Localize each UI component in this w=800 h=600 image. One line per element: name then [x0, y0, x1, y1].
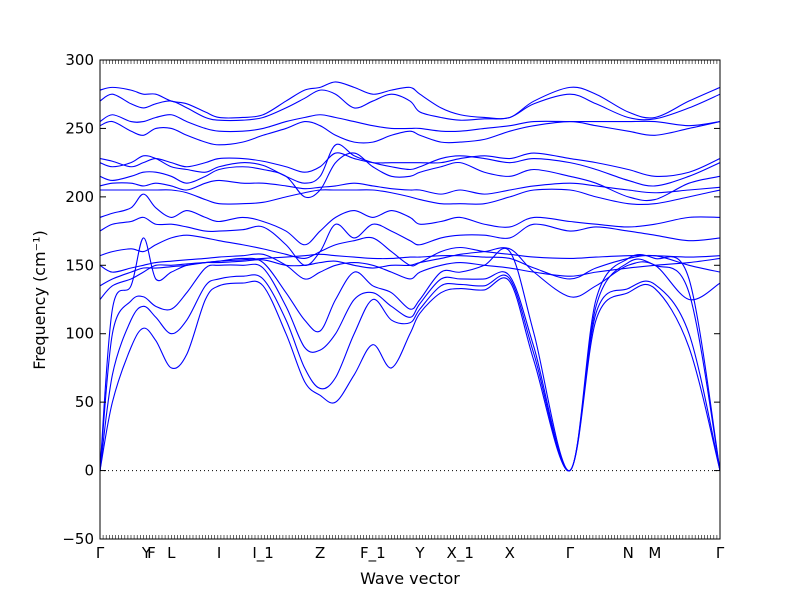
x-tick-label: Y [414, 544, 425, 562]
plot-frame [99, 59, 721, 540]
band-line-15 [100, 152, 720, 177]
band-lines [100, 81, 720, 472]
band-line-19 [100, 81, 720, 120]
band-line-8 [100, 234, 720, 267]
x-tick-label: F_1 [360, 544, 386, 563]
x-tick-label: I_1 [252, 544, 273, 563]
band-line-12 [100, 179, 720, 195]
band-line-4 [100, 237, 720, 472]
y-tick-label: 300 [65, 51, 94, 69]
band-line-7 [100, 253, 720, 280]
y-axis-label: Frequency (cm⁻¹) [30, 230, 49, 369]
x-tick-label: Y [141, 544, 152, 562]
y-tick-label: 250 [65, 119, 94, 137]
y-tick-label: 150 [65, 256, 94, 274]
band-line-5 [100, 247, 720, 301]
band-line-6 [100, 253, 720, 287]
x-tick-label: F [147, 544, 156, 562]
x-tick-label: M [648, 544, 661, 562]
x-tick-label: X [505, 544, 515, 562]
x-minor-ticks [99, 60, 718, 539]
x-tick-label: Γ [96, 544, 105, 562]
x-axis-label: Wave vector [360, 569, 460, 588]
y-tick-label: 50 [75, 393, 94, 411]
x-tick-label: Z [315, 544, 325, 562]
y-tick-label: 200 [65, 188, 94, 206]
y-tick-label: 100 [65, 325, 94, 343]
band-line-9 [100, 216, 720, 266]
band-line-14 [100, 143, 720, 187]
band-line-13 [100, 152, 720, 202]
band-line-17 [100, 114, 720, 133]
y-tick-label: −50 [62, 530, 94, 548]
y-axis: −50 0 50 100 150 200 250 300 [62, 51, 720, 548]
band-line-10 [100, 193, 720, 246]
x-tick-label: Γ [566, 544, 575, 562]
x-tick-label: N [623, 544, 634, 562]
x-tick-label: Γ [716, 544, 725, 562]
x-tick-label: I [217, 544, 221, 562]
band-line-11 [100, 188, 720, 206]
plot-background [100, 60, 720, 539]
y-tick-label: 0 [84, 462, 94, 480]
x-axis: Γ YF L I I_1 Z F_1 Y X_1 X Γ N M Γ [96, 544, 725, 563]
x-tick-label: L [167, 544, 176, 562]
x-tick-label: X_1 [447, 544, 474, 563]
